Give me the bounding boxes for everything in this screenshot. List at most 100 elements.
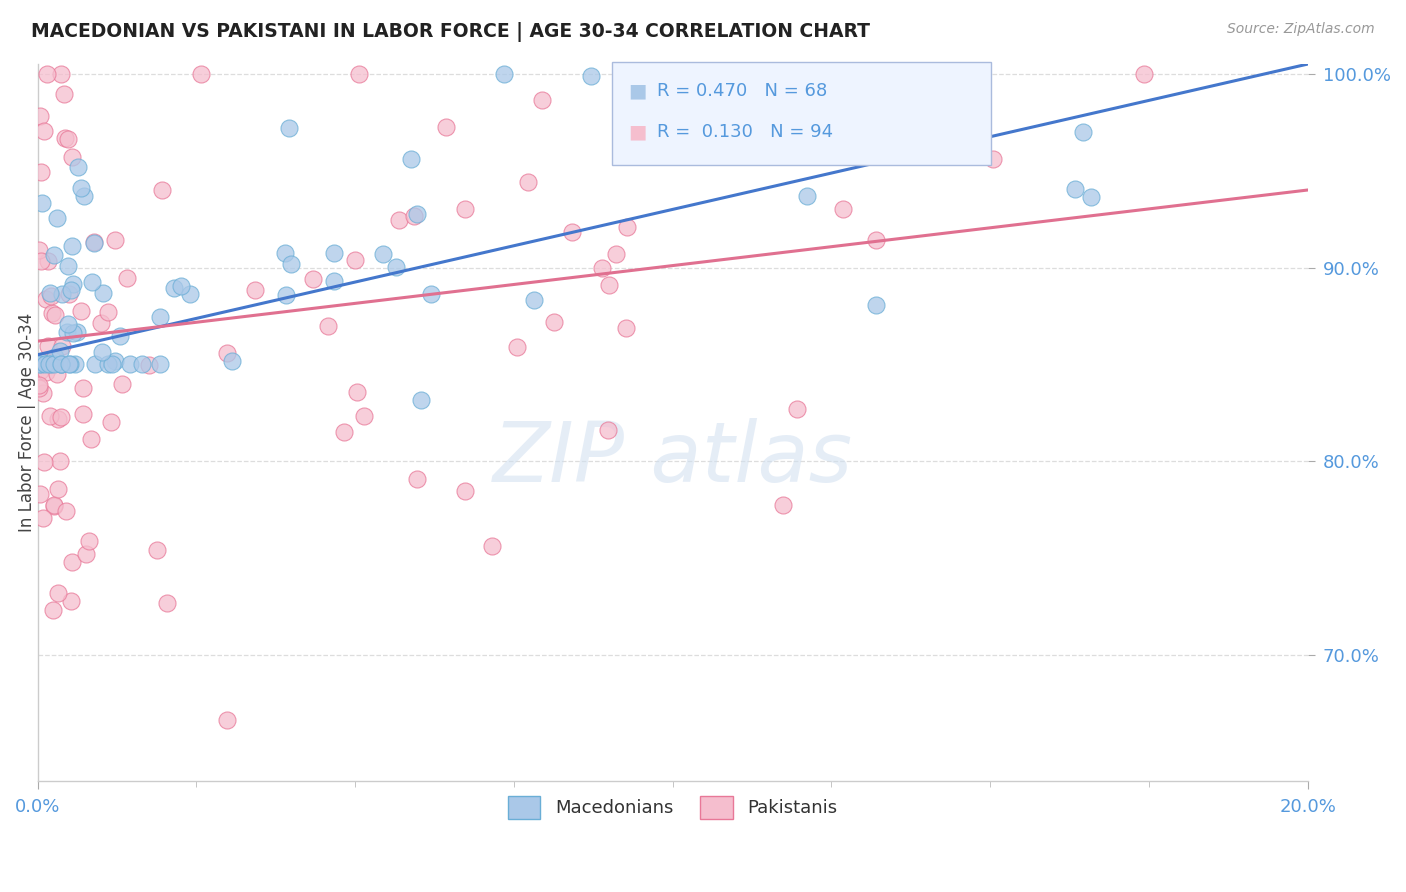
Point — [530, 93, 553, 107]
Point — [72, 408, 94, 422]
Point — [346, 384, 368, 399]
Point — [58, 259, 80, 273]
Point — [51, 339, 73, 353]
Point — [217, 713, 239, 727]
Point — [49, 410, 72, 425]
Point — [179, 286, 201, 301]
Point — [156, 596, 179, 610]
Point — [44, 308, 66, 322]
Point — [111, 377, 134, 392]
Point — [32, 385, 55, 400]
Point — [543, 315, 565, 329]
Point — [90, 317, 112, 331]
Point — [150, 183, 173, 197]
Text: Source: ZipAtlas.com: Source: ZipAtlas.com — [1227, 22, 1375, 37]
Point — [772, 498, 794, 512]
Point — [41, 288, 63, 302]
Point — [278, 121, 301, 136]
Point — [66, 325, 89, 339]
Point — [149, 358, 172, 372]
Point — [28, 243, 51, 257]
Point — [243, 283, 266, 297]
Point — [221, 354, 243, 368]
Point — [42, 248, 65, 262]
Point — [75, 547, 97, 561]
Point — [163, 281, 186, 295]
Point — [138, 358, 160, 372]
Text: ZIP atlas: ZIP atlas — [492, 417, 853, 499]
Point — [409, 393, 432, 408]
Point — [37, 67, 59, 81]
Text: R =  0.130   N = 94: R = 0.130 N = 94 — [657, 123, 832, 141]
Point — [274, 288, 297, 302]
Point — [39, 358, 62, 372]
Point — [170, 279, 193, 293]
Point — [322, 245, 344, 260]
Point — [41, 306, 63, 320]
Point — [51, 358, 73, 372]
Point — [349, 67, 371, 81]
Point — [434, 120, 457, 134]
Point — [146, 542, 169, 557]
Point — [30, 486, 52, 500]
Point — [49, 343, 72, 358]
Text: ■: ■ — [628, 81, 647, 101]
Point — [83, 235, 105, 250]
Point — [39, 409, 62, 424]
Point — [90, 344, 112, 359]
Point — [343, 253, 366, 268]
Point — [91, 286, 114, 301]
Point — [58, 317, 80, 331]
Point — [31, 511, 53, 525]
Point — [627, 67, 650, 81]
Point — [832, 202, 855, 216]
Point — [405, 206, 427, 220]
Point — [399, 152, 422, 166]
Point — [103, 354, 125, 368]
Point — [79, 433, 101, 447]
Y-axis label: In Labor Force | Age 30-34: In Labor Force | Age 30-34 — [18, 313, 35, 533]
Point — [190, 67, 212, 81]
Point — [30, 165, 52, 179]
Point — [405, 472, 427, 486]
Point — [46, 412, 69, 426]
Point — [404, 209, 426, 223]
Point — [52, 87, 75, 102]
Point — [51, 287, 73, 301]
Point — [865, 233, 887, 247]
Point — [1071, 125, 1094, 139]
Point — [49, 67, 72, 81]
Point — [70, 303, 93, 318]
Point — [72, 381, 94, 395]
Point — [84, 358, 107, 372]
Point — [523, 293, 546, 307]
Point — [45, 211, 67, 225]
Point — [59, 358, 82, 372]
Point — [30, 253, 52, 268]
Point — [38, 358, 60, 372]
Point — [516, 175, 538, 189]
Point — [38, 286, 60, 301]
Point — [83, 235, 105, 249]
Point — [115, 271, 138, 285]
Point — [58, 132, 80, 146]
Point — [46, 585, 69, 599]
Point — [1080, 190, 1102, 204]
Point — [981, 153, 1004, 167]
Point — [494, 67, 516, 81]
Point — [101, 358, 124, 372]
Point — [591, 260, 613, 275]
Point — [55, 131, 77, 145]
Point — [30, 364, 52, 378]
Point — [120, 358, 142, 372]
Point — [45, 368, 67, 382]
Point — [34, 358, 56, 372]
Point — [274, 246, 297, 260]
Point — [44, 350, 66, 364]
Point — [388, 212, 411, 227]
Point — [865, 297, 887, 311]
Point — [1132, 67, 1154, 81]
Point — [481, 539, 503, 553]
Text: R = 0.470   N = 68: R = 0.470 N = 68 — [657, 82, 827, 100]
Point — [97, 305, 120, 319]
